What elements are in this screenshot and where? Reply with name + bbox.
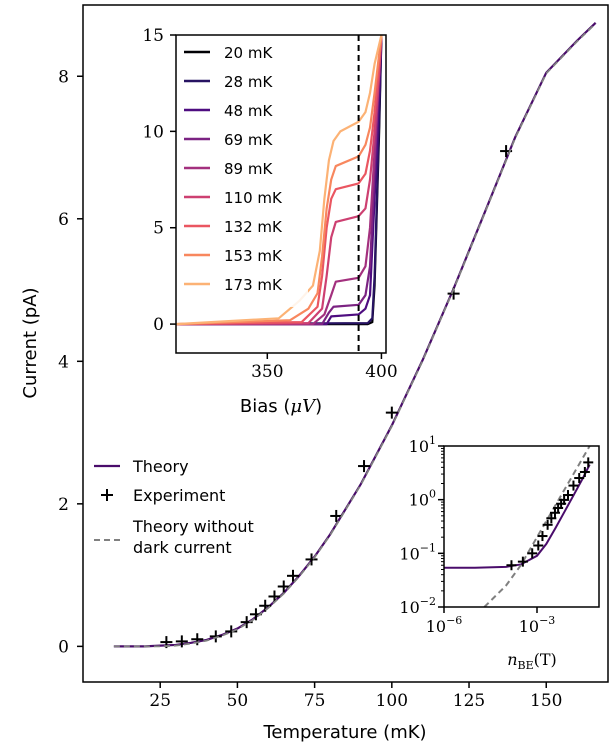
log-y-tick-label: 10−1 bbox=[399, 541, 436, 563]
log-experiment-point bbox=[563, 490, 573, 501]
main-x-tick-label: 25 bbox=[149, 691, 171, 711]
experiment-point bbox=[305, 553, 318, 566]
bias-series-line bbox=[175, 34, 383, 326]
bias-x-axis: 350 400 bbox=[251, 353, 398, 382]
bias-x-tick-label: 400 bbox=[365, 362, 397, 382]
bias-legend-label: 110 mK bbox=[224, 189, 283, 207]
experiment-point bbox=[268, 590, 281, 603]
log-y-tick-label: 10−2 bbox=[399, 595, 436, 617]
main-y-tick-label: 2 bbox=[58, 495, 69, 515]
experiment-point bbox=[225, 625, 238, 638]
log-experiment-point bbox=[537, 531, 548, 542]
experiment-point bbox=[358, 460, 371, 473]
main-y-tick-label: 8 bbox=[58, 67, 69, 87]
log-experiment-point bbox=[546, 513, 557, 524]
experiment-point bbox=[385, 406, 398, 419]
experiment-point bbox=[175, 635, 188, 648]
bias-series-line bbox=[175, 34, 383, 326]
main-y-tick-label: 0 bbox=[58, 637, 69, 657]
main-series-group bbox=[113, 22, 597, 649]
log-experiment-point bbox=[542, 519, 553, 530]
bias-legend-label: 153 mK bbox=[224, 247, 283, 265]
log-y-tick-label: 101 bbox=[409, 434, 436, 456]
main-x-tick-label: 125 bbox=[453, 691, 485, 711]
inset-log-chart: 10−6 10−3 101 100 10−1 10−2 nBE(T) bbox=[399, 434, 600, 672]
main-x-tick-label: 50 bbox=[227, 691, 249, 711]
bias-legend-label: 69 mK bbox=[224, 131, 273, 149]
log-x-tick-label: 10−3 bbox=[519, 614, 556, 636]
main-x-tick-label: 150 bbox=[530, 691, 562, 711]
log-experiment-point bbox=[506, 560, 517, 571]
log-experiment-point bbox=[574, 473, 585, 484]
main-y-axis: 0 2 4 6 8 bbox=[58, 67, 83, 657]
bias-y-tick-label: 5 bbox=[153, 219, 164, 239]
bias-legend-label: 20 mK bbox=[224, 44, 273, 62]
log-experiment-point bbox=[579, 466, 590, 477]
experiment-point bbox=[330, 509, 343, 522]
main-plot-frame bbox=[82, 4, 609, 683]
bias-y-tick-label: 0 bbox=[153, 315, 164, 335]
bias-legend-label: 173 mK bbox=[224, 276, 283, 294]
bias-plot-frame bbox=[175, 34, 387, 354]
log-experiment-point bbox=[517, 556, 528, 567]
main-x-axis: 25 50 75 100 125 150 bbox=[149, 682, 562, 711]
main-y-tick-label: 4 bbox=[58, 352, 69, 372]
bias-legend-label: 132 mK bbox=[224, 218, 283, 236]
main-x-axis-title: Temperature (mK) bbox=[262, 722, 426, 743]
log-plot-frame bbox=[443, 445, 600, 608]
log-experiment-point bbox=[527, 548, 538, 559]
log-y-axis: 101 100 10−1 10−2 bbox=[399, 434, 444, 617]
bias-series-line bbox=[176, 34, 383, 326]
legend-swatch-experiment bbox=[101, 489, 113, 501]
series-theory-no-dark-line bbox=[113, 22, 597, 648]
main-x-tick-label: 100 bbox=[376, 691, 408, 711]
log-y-tick-label: 100 bbox=[409, 488, 436, 510]
legend-label-theory-no-dark-line1: Theory without bbox=[132, 517, 254, 536]
log-x-axis: 10−6 10−3 bbox=[426, 607, 556, 636]
legend-label-theory-no-dark-line2: dark current bbox=[133, 538, 232, 557]
bias-legend-label: 28 mK bbox=[224, 73, 273, 91]
log-x-axis-title: nBE(T) bbox=[507, 650, 557, 672]
log-experiment-point bbox=[568, 480, 579, 491]
bias-y-tick-label: 15 bbox=[142, 26, 164, 46]
log-experiment-point bbox=[583, 457, 594, 468]
bias-series-line bbox=[175, 34, 383, 326]
main-y-axis-title: Current (pA) bbox=[20, 287, 41, 398]
main-legend: Theory Experiment Theory without dark cu… bbox=[94, 457, 254, 557]
log-series-group bbox=[444, 445, 594, 608]
experiment-point bbox=[287, 569, 299, 582]
main-y-tick-label: 6 bbox=[58, 210, 69, 230]
legend-label-theory: Theory bbox=[132, 457, 189, 476]
bias-x-tick-label: 350 bbox=[251, 362, 283, 382]
legend-label-experiment: Experiment bbox=[133, 486, 225, 505]
bias-y-axis: 0 5 10 15 bbox=[142, 26, 176, 335]
bias-legend-label: 89 mK bbox=[224, 160, 273, 178]
bias-legend: 20 mK 28 mK 48 mK 69 mK 89 mK 110 mK 132 mK 153… bbox=[178, 37, 308, 307]
experiment-point bbox=[209, 630, 222, 643]
log-x-tick-label: 10−6 bbox=[426, 614, 463, 636]
log-experiment-point bbox=[533, 540, 544, 551]
bias-x-axis-title: Bias (μV) bbox=[240, 396, 322, 417]
bias-series-line bbox=[175, 34, 383, 326]
experiment-point bbox=[277, 580, 290, 593]
log-theory-line bbox=[444, 464, 591, 569]
bias-legend-label: 48 mK bbox=[224, 102, 273, 120]
bias-y-tick-label: 10 bbox=[142, 122, 164, 142]
main-x-tick-label: 75 bbox=[304, 691, 326, 711]
